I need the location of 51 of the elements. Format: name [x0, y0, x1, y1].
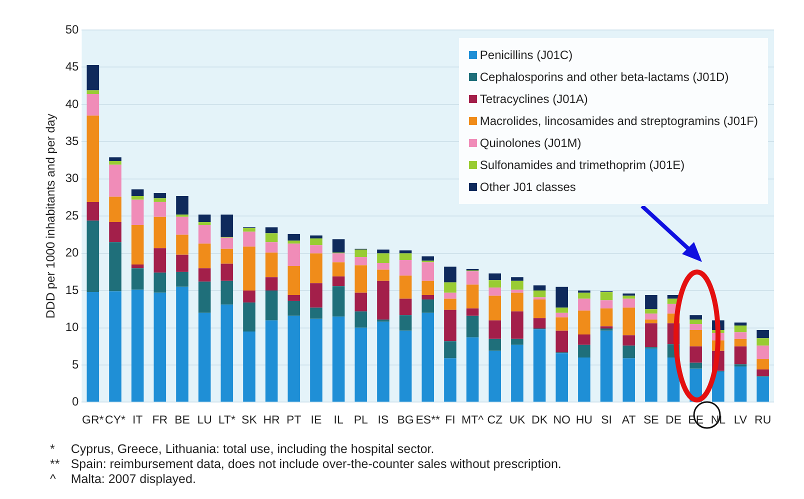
- x-tick-label: RU: [754, 414, 772, 426]
- y-tick-label: 10: [65, 320, 80, 334]
- x-tick-label: DE: [666, 414, 682, 426]
- x-tick-label: IL: [334, 414, 344, 426]
- x-tick-label: AT: [622, 414, 636, 426]
- x-tick-label: GR*: [82, 414, 104, 426]
- x-tick-label: IS: [378, 414, 389, 426]
- x-tick-label: ES**: [416, 414, 441, 426]
- y-axis-title: DDD per 1000 inhabitants and per day: [44, 114, 58, 318]
- x-tick-label: IT: [132, 414, 143, 426]
- legend-label: Quinolones (J01M): [480, 135, 582, 152]
- text: ** Spain: reimbursement data, does not include over-the-counter sales without prescription.: [50, 457, 562, 472]
- x-tick-label: SE: [644, 414, 660, 426]
- x-tick-label: LU: [197, 414, 212, 426]
- x-tick-label: CZ: [487, 414, 503, 426]
- y-tick-label: 45: [65, 60, 80, 74]
- x-tick-label: MT^: [462, 414, 484, 426]
- x-tick-label: NO: [553, 414, 571, 426]
- legend-label: Cephalosporins and other beta-lactams (J01D): [480, 69, 729, 86]
- y-tick-label: 35: [65, 134, 80, 148]
- text: * Cyprus, Greece, Lithuania: total use, including the hospital sector.: [50, 442, 436, 457]
- y-tick-label: 25: [65, 208, 80, 222]
- legend-label: Other J01 classes: [480, 179, 576, 196]
- x-tick-label: DK: [532, 414, 548, 426]
- y-tick-label: 30: [65, 171, 80, 186]
- x-tick-label: IE: [310, 414, 322, 426]
- x-tick-label: LV: [734, 414, 748, 426]
- y-tick-label: 40: [65, 96, 80, 111]
- y-tick-label: 20: [65, 246, 80, 260]
- legend-label: Sulfonamides and trimethoprim (J01E): [480, 157, 685, 174]
- legend-label: Tetracyclines (J01A): [480, 91, 588, 108]
- legend-label: Macrolides, lincosamides and streptogramins (J01F): [480, 113, 758, 130]
- x-tick-label: HU: [576, 414, 592, 426]
- x-tick-label: BE: [174, 414, 190, 426]
- x-tick-label: LT*: [218, 414, 236, 426]
- x-tick-label: FR: [152, 414, 168, 426]
- x-tick-label: BG: [397, 414, 414, 426]
- x-tick-label: HR: [263, 414, 280, 426]
- y-tick-label: 50: [65, 22, 80, 36]
- x-tick-label: PL: [354, 414, 369, 426]
- y-tick-label: 15: [65, 282, 80, 297]
- x-tick-label: PT: [286, 414, 302, 426]
- legend-label: Penicillins (J01C): [480, 47, 573, 64]
- x-tick-label: CY*: [105, 414, 126, 426]
- x-tick-label: SK: [242, 414, 258, 426]
- y-tick-label: 5: [72, 357, 80, 372]
- x-tick-label: SI: [601, 414, 612, 426]
- x-tick-label: FI: [445, 414, 456, 426]
- y-tick-label: 0: [72, 394, 80, 409]
- x-tick-label: UK: [509, 414, 526, 426]
- text: ^ Malta: 2007 displayed.: [50, 472, 197, 487]
